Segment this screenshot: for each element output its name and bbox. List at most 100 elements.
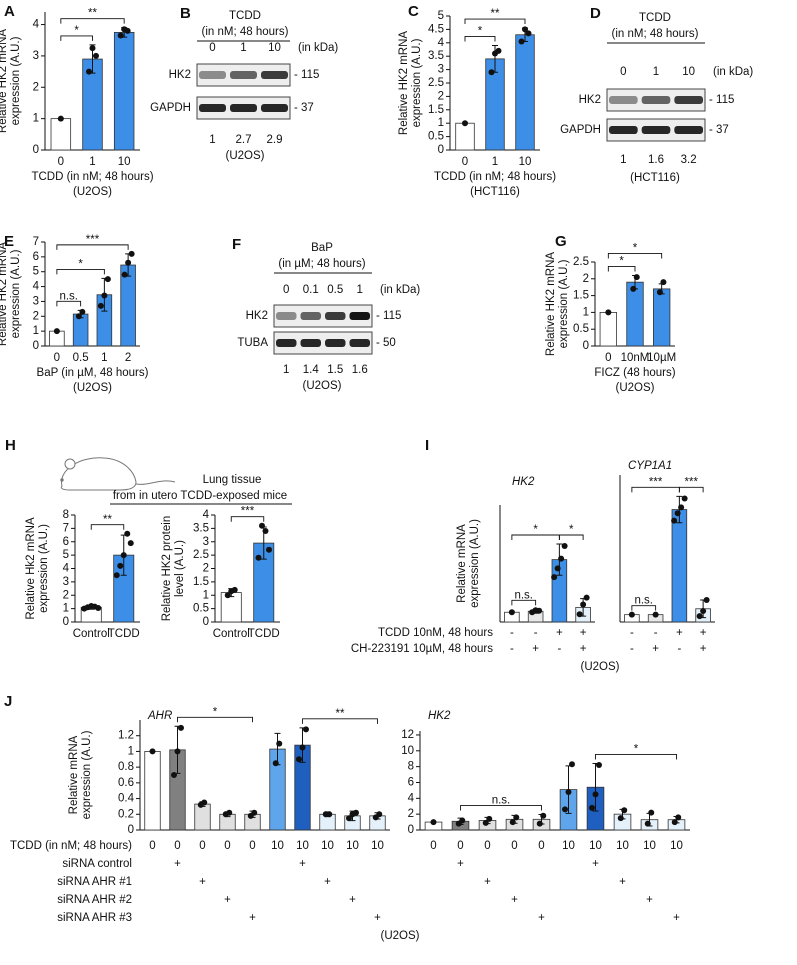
data-point — [671, 517, 678, 524]
data-point — [251, 809, 258, 816]
condition-mark: 0 — [199, 840, 205, 852]
blot-dose-note: (in nM; 48 hours) — [202, 26, 289, 38]
panel-letter: G — [555, 233, 567, 250]
significance-bracket — [595, 754, 677, 760]
blot-band — [230, 71, 257, 79]
y-tick-label: 2 — [33, 81, 39, 93]
y-tick-label: 1 — [438, 117, 444, 129]
y-axis-label: Relative Hk2 mRNA — [25, 517, 37, 620]
condition-label: siRNA AHR #3 — [57, 912, 132, 924]
y-tick-label: 1 — [128, 745, 134, 757]
significance-bracket — [302, 718, 378, 724]
quantification: 3.2 — [681, 154, 697, 166]
data-point — [201, 799, 208, 806]
data-point — [303, 726, 309, 733]
significance-label: * — [569, 524, 574, 536]
panel-letter: A — [4, 3, 15, 20]
data-point — [596, 762, 602, 769]
blot-kda: - 37 — [294, 102, 314, 114]
condition-mark: 10 — [670, 840, 683, 852]
condition-mark: + — [538, 912, 545, 924]
bar — [653, 288, 671, 347]
bar — [113, 31, 135, 151]
y-axis-label: Relative mRNA — [68, 735, 80, 814]
y-tick-label: 10 — [401, 745, 414, 757]
data-point — [656, 289, 663, 296]
y-tick-label: 0 — [63, 616, 69, 628]
significance-label: * — [533, 524, 538, 536]
significance-label: *** — [649, 476, 663, 488]
lane-label: 1 — [240, 42, 246, 54]
cell-line: (U2OS) — [226, 150, 265, 162]
significance-bracket — [230, 516, 265, 522]
condition-mark: 0 — [430, 840, 436, 852]
blot-band — [641, 126, 671, 134]
blot-kda: - 115 — [709, 94, 734, 106]
condition-mark: + — [580, 627, 587, 639]
condition-mark: 10 — [321, 840, 334, 852]
data-point — [562, 806, 568, 813]
x-tick-label: TCDD — [248, 628, 280, 640]
significance-bracket — [60, 35, 93, 41]
y-axis-label: Relative mRNA — [456, 524, 468, 603]
data-point — [540, 812, 547, 819]
y-tick-label: 3.5 — [193, 522, 209, 534]
significance-label: n.s. — [492, 795, 511, 807]
significance-bracket — [511, 599, 537, 606]
condition-mark: 10 — [616, 840, 629, 852]
quantification: 1 — [620, 154, 626, 166]
note: (U2OS) — [381, 930, 420, 942]
data-point — [376, 811, 383, 818]
data-point — [525, 30, 532, 37]
data-point — [79, 308, 86, 315]
cell-line: (HCT116) — [630, 172, 680, 184]
condition-mark: 10 — [371, 840, 384, 852]
unit-note: (in kDa) — [298, 42, 338, 54]
data-point — [97, 302, 104, 309]
mouse-icon — [60, 457, 176, 491]
y-tick-label: 2 — [408, 808, 414, 820]
y-tick-label: 4 — [203, 509, 210, 521]
panel-letter: C — [408, 3, 419, 20]
blot-band — [641, 96, 671, 104]
bar — [50, 118, 72, 151]
significance-bracket — [60, 18, 125, 24]
data-point — [104, 276, 111, 283]
chart-title: HK2 — [512, 476, 535, 488]
condition-mark: 10 — [296, 840, 309, 852]
y-tick-label: 12 — [401, 729, 414, 741]
y-tick-label: 0 — [33, 144, 39, 156]
x-tick-label: 10µM — [647, 352, 676, 364]
y-tick-label: 1.5 — [428, 104, 444, 116]
y-tick-label: 1.5 — [193, 576, 209, 588]
y-tick-label: 1.5 — [573, 290, 589, 302]
y-axis-label: expression (A.U.) — [10, 36, 22, 125]
y-tick-label: 4 — [63, 563, 70, 575]
significance-label: ** — [103, 514, 112, 526]
y-axis-label: expression (A.U.) — [411, 38, 423, 127]
data-point — [75, 313, 82, 320]
blot-kda: - 115 — [376, 310, 401, 322]
significance-bracket — [464, 18, 526, 25]
y-tick-label: 2 — [438, 90, 444, 102]
condition-mark: + — [484, 876, 491, 888]
data-point — [57, 115, 64, 122]
data-point — [224, 592, 231, 599]
data-point — [486, 815, 493, 822]
bar — [626, 281, 644, 347]
data-point — [621, 807, 628, 814]
quantification: 1.6 — [352, 364, 368, 376]
data-point — [353, 809, 359, 816]
note: (U2OS) — [616, 382, 655, 394]
y-tick-label: 1 — [63, 603, 69, 615]
data-point — [509, 819, 516, 826]
lane-label: 0 — [209, 42, 215, 54]
y-tick-label: 0 — [438, 144, 444, 156]
data-point — [583, 594, 590, 601]
note: (U2OS) — [581, 661, 620, 673]
data-point — [120, 552, 127, 559]
blot-band — [325, 312, 346, 320]
y-tick-label: 2 — [63, 589, 69, 601]
data-point — [580, 601, 587, 608]
